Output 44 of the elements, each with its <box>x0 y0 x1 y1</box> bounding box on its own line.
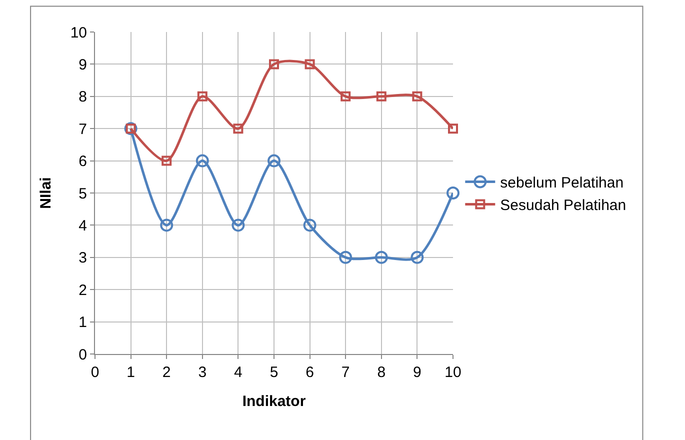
x-tick-label: 8 <box>377 364 386 381</box>
x-axis-title: Indikator <box>242 393 306 410</box>
y-tick-label: 4 <box>78 217 87 234</box>
point <box>197 91 208 102</box>
point <box>232 218 245 232</box>
point <box>376 91 386 102</box>
legend-label: sebelum Pelatihan <box>500 174 624 192</box>
point <box>448 124 458 134</box>
point <box>160 218 174 232</box>
y-tick-label: 0 <box>78 346 87 364</box>
x-tick-label: 1 <box>126 364 135 381</box>
legend-label: Sesudah Pelatihan <box>500 197 626 214</box>
x-tick-label: 6 <box>306 364 314 381</box>
point <box>304 59 315 70</box>
y-tick-label: 8 <box>78 88 87 106</box>
point <box>410 250 424 264</box>
point <box>340 91 351 102</box>
x-tick-label: 4 <box>234 364 242 381</box>
y-tick-label: 7 <box>78 120 87 138</box>
x-tick-label: 2 <box>162 364 171 381</box>
point <box>412 91 422 102</box>
x-tick-label: 0 <box>90 364 100 381</box>
point <box>268 154 280 168</box>
point <box>233 124 244 134</box>
point <box>162 156 172 166</box>
x-tick-label: 7 <box>341 364 350 381</box>
y-tick-label: 2 <box>78 282 87 299</box>
point <box>269 59 279 70</box>
y-axis-title: NIlai <box>38 177 55 209</box>
point <box>446 186 460 200</box>
y-tick-label: 9 <box>78 56 87 74</box>
point <box>303 218 316 232</box>
y-tick-label: 10 <box>70 24 87 42</box>
x-tick-label: 3 <box>198 364 207 381</box>
y-tick-label: 6 <box>78 153 87 170</box>
point <box>339 250 352 264</box>
point <box>374 250 388 264</box>
point <box>196 154 209 168</box>
y-tick-label: 1 <box>78 314 87 332</box>
y-tick-label: 5 <box>78 185 87 202</box>
x-tick-label: 9 <box>413 364 422 381</box>
x-tick-label: 10 <box>444 364 462 381</box>
x-tick-label: 5 <box>270 364 278 381</box>
y-tick-label: 3 <box>78 250 87 267</box>
